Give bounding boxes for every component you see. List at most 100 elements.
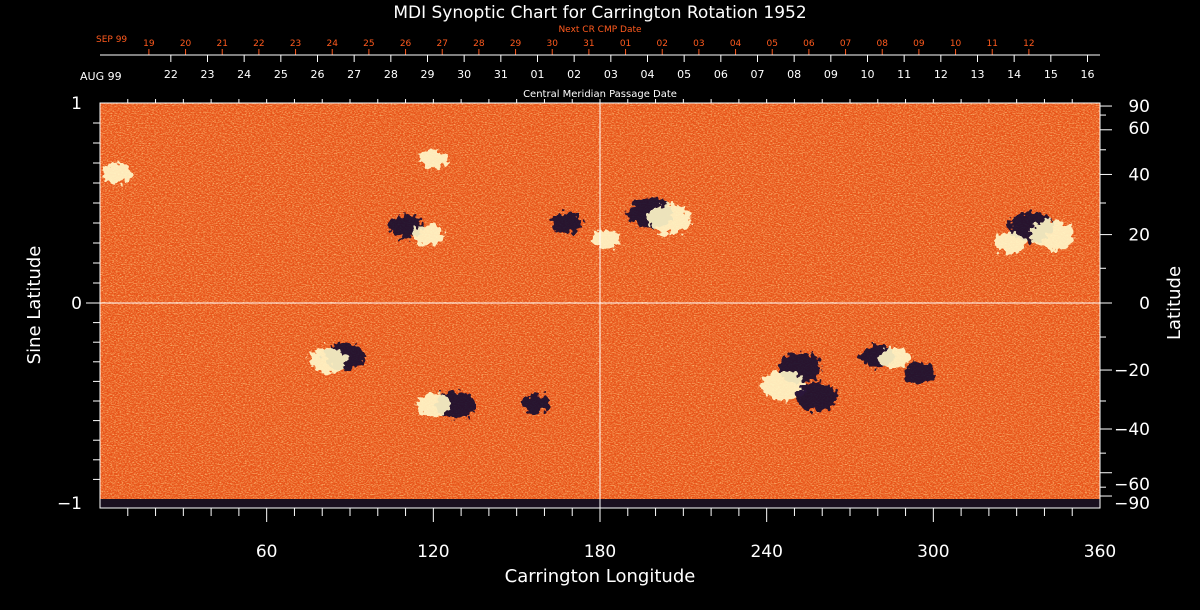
next-cr-tick-label: 08 xyxy=(876,39,888,49)
next-cr-tick-label: 28 xyxy=(473,39,485,49)
next-cr-tick-label: 21 xyxy=(216,39,227,49)
cmp-tick-label: 06 xyxy=(714,68,728,81)
cmp-tick-label: 12 xyxy=(934,68,948,81)
next-cr-axis: Next CR CMP Date SEP 99 12 11 10 09 08 07 06 05… xyxy=(96,25,1100,56)
cmp-tick-label: 09 xyxy=(824,68,838,81)
positive-polarity-region xyxy=(1030,220,1075,250)
next-cr-tick-label: 25 xyxy=(363,39,374,49)
next-cr-tick-label: 30 xyxy=(546,39,558,49)
next-cr-tick-label: 27 xyxy=(436,39,447,49)
next-cr-tick-label: 20 xyxy=(180,39,192,49)
chart-title: MDI Synoptic Chart for Carrington Rotati… xyxy=(393,3,806,23)
cmp-tick-label: 10 xyxy=(861,68,875,81)
cmp-tick-label: 22 xyxy=(164,68,178,81)
x-tick-label: 120 xyxy=(417,542,449,562)
right-y-tick-label: −40 xyxy=(1114,420,1150,440)
next-cr-tick-label: 22 xyxy=(253,39,264,49)
cmp-tick-label: 25 xyxy=(274,68,288,81)
x-tick-label: 240 xyxy=(750,542,782,562)
cmp-tick-label: 29 xyxy=(421,68,435,81)
next-cr-tick-label: 29 xyxy=(510,39,522,49)
negative-polarity-region xyxy=(522,393,551,413)
right-y-tick-label: 40 xyxy=(1128,165,1150,185)
x-tick-label: 360 xyxy=(1084,542,1116,562)
right-y-tick-label: 0 xyxy=(1139,294,1150,314)
next-cr-tick-label: 07 xyxy=(840,39,851,49)
next-cr-tick-label: 19 xyxy=(143,39,155,49)
cmp-tick-label: 15 xyxy=(1044,68,1058,81)
positive-polarity-region xyxy=(416,393,451,417)
cmp-tick-label: 02 xyxy=(567,68,581,81)
x-tick-label: 180 xyxy=(584,542,616,562)
right-y-tick-label: −90 xyxy=(1114,494,1150,514)
cmp-tick-label: 11 xyxy=(897,68,911,81)
right-y-tick-label: 60 xyxy=(1128,119,1150,139)
active-regions xyxy=(101,149,1075,419)
cmp-tick-label: 30 xyxy=(457,68,471,81)
cmp-tick-label: 08 xyxy=(787,68,801,81)
positive-polarity-region xyxy=(591,229,620,249)
next-cr-month-label: SEP 99 xyxy=(96,35,127,45)
right-y-tick-label: −60 xyxy=(1114,475,1150,495)
negative-polarity-region xyxy=(551,212,583,234)
cmp-tick-label: 01 xyxy=(531,68,545,81)
right-y-tick-label: −20 xyxy=(1114,361,1150,381)
positive-polarity-region xyxy=(761,370,806,401)
left-y-tick-label: 0 xyxy=(71,294,82,314)
next-cr-tick-label: 11 xyxy=(986,39,997,49)
next-cr-tick-label: 24 xyxy=(326,39,338,49)
next-cr-tick-label: 12 xyxy=(1023,39,1034,49)
cmp-tick-label: 05 xyxy=(677,68,691,81)
cmp-tick-label: 24 xyxy=(237,68,251,81)
cmp-tick-label: 14 xyxy=(1007,68,1021,81)
next-cr-tick-label: 03 xyxy=(693,39,704,49)
next-cr-tick-label: 31 xyxy=(583,39,594,49)
positive-polarity-region xyxy=(995,232,1027,254)
next-cr-tick-label: 26 xyxy=(400,39,412,49)
next-cr-tick-label: 05 xyxy=(766,39,777,49)
left-y-axis-label: Sine Latitude xyxy=(24,246,45,365)
cmp-tick-label: 31 xyxy=(494,68,508,81)
cmp-tick-label: 23 xyxy=(201,68,215,81)
cmp-tick-label: 07 xyxy=(751,68,765,81)
right-y-axis-label: Latitude xyxy=(1164,266,1185,340)
cmp-tick-label: 03 xyxy=(604,68,618,81)
cmp-tick-label: 04 xyxy=(641,68,655,81)
next-cr-tick-label: 02 xyxy=(656,39,667,49)
positive-polarity-region xyxy=(412,224,444,246)
next-cr-tick-label: 10 xyxy=(950,39,962,49)
next-cr-tick-label: 04 xyxy=(730,39,742,49)
cmp-axis: AUG 99 Central Meridian Passage Date 161… xyxy=(80,54,1100,100)
positive-polarity-region xyxy=(647,204,692,234)
left-y-axis-ticks: 1 0 −1 xyxy=(57,94,100,514)
x-tick-label: 60 xyxy=(256,542,278,562)
right-y-tick-label: 20 xyxy=(1128,226,1150,246)
cmp-tick-label: 13 xyxy=(971,68,985,81)
cmp-axis-label: Central Meridian Passage Date xyxy=(523,89,677,100)
next-cr-ticks: 12 11 10 09 08 07 06 05 04 03 02 01 31 30 29 28 27 26 25 24… xyxy=(143,39,1035,55)
next-cr-tick-label: 06 xyxy=(803,39,815,49)
cmp-ticks: 16 15 14 13 12 11 10 09 08 07 06 05 04 03 02 01 31 30 29 28… xyxy=(164,55,1095,81)
cmp-tick-label: 28 xyxy=(384,68,398,81)
cmp-tick-label: 16 xyxy=(1081,68,1095,81)
cmp-month-label: AUG 99 xyxy=(80,70,122,83)
x-axis-ticks: 60 120 180 240 300 360 xyxy=(127,99,1116,562)
x-tick-label: 300 xyxy=(917,542,949,562)
positive-polarity-region xyxy=(308,347,347,373)
cmp-tick-label: 26 xyxy=(311,68,325,81)
positive-polarity-region xyxy=(878,347,911,369)
negative-polarity-region xyxy=(796,383,838,411)
negative-polarity-region xyxy=(903,362,936,385)
next-cr-tick-label: 01 xyxy=(620,39,631,49)
positive-polarity-region xyxy=(419,149,448,169)
next-cr-tick-label: 09 xyxy=(913,39,925,49)
next-cr-tick-label: 23 xyxy=(290,39,301,49)
right-y-tick-label: 90 xyxy=(1128,97,1150,117)
x-axis-label: Carrington Longitude xyxy=(505,566,696,587)
cmp-tick-label: 27 xyxy=(347,68,361,81)
left-y-tick-label: 1 xyxy=(71,94,82,114)
positive-polarity-region xyxy=(101,162,133,184)
next-cr-axis-label: Next CR CMP Date xyxy=(558,25,642,35)
